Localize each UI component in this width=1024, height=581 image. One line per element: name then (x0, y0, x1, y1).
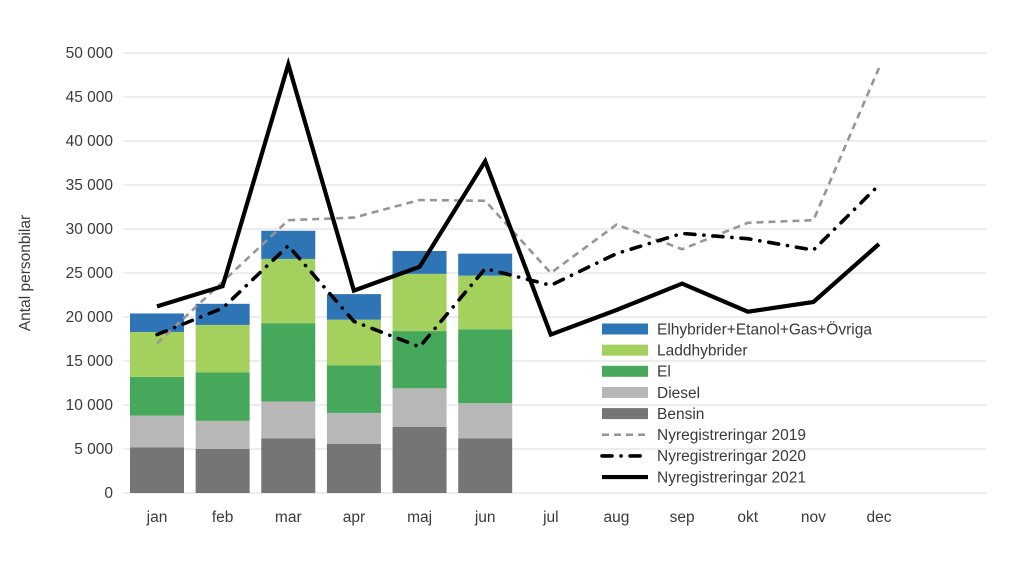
bar-segment-el (195, 372, 250, 421)
bar-segment-el (326, 365, 381, 413)
bar-segment-bensin (392, 427, 447, 493)
x-axis-label: aug (604, 509, 630, 526)
line-nyregistreringar-2019 (156, 67, 881, 345)
legend-swatch (602, 408, 648, 420)
line-nyregistreringar-2020 (155, 183, 881, 350)
legend-label: Nyregistreringar 2020 (657, 448, 806, 465)
legend-swatch (602, 386, 648, 398)
x-axis-label: jun (474, 509, 496, 526)
legend-item: Nyregistreringar 2020 (600, 448, 806, 465)
legend-label: Laddhybrider (657, 342, 747, 359)
bar-segment-diesel (326, 412, 381, 444)
x-axis-label: feb (212, 509, 234, 526)
bar-segment-laddhybrider (195, 324, 250, 373)
legend-item: El (602, 364, 671, 381)
bar-segment-diesel (130, 415, 184, 448)
legend-label: Diesel (657, 385, 700, 402)
y-tick-label: 10 000 (66, 397, 114, 414)
bar-segment-elhybrider-etanol-gas-vriga (392, 251, 447, 274)
bar-segment-laddhybrider (261, 258, 316, 324)
bar-segment-el (261, 323, 316, 402)
legend-item: Nyregistreringar 2019 (602, 427, 806, 444)
y-tick-label: 15 000 (66, 353, 114, 370)
bar-segment-laddhybrider (130, 331, 184, 377)
y-tick-label: 25 000 (66, 265, 114, 282)
x-axis-label: nov (801, 509, 826, 526)
x-axis-label: sep (670, 509, 695, 526)
bar-segment-laddhybrider (458, 275, 513, 330)
x-axis-label: dec (867, 509, 892, 526)
bar-segment-diesel (458, 403, 513, 439)
legend-label: Bensin (657, 406, 704, 423)
y-axis-title: Antal personbilar (17, 215, 34, 331)
axis-labels-layer: 0 5 000 10 000 15 000 20 000 25 000 30 000 35 0… (66, 45, 892, 526)
bar-segment-bensin (326, 443, 381, 493)
x-axis-label: jan (146, 509, 168, 526)
legend-swatch (602, 323, 648, 335)
legend-label: El (657, 364, 671, 381)
bar-segment-elhybrider-etanol-gas-vriga (261, 230, 316, 259)
y-tick-label: 20 000 (66, 309, 114, 326)
bar-segment-bensin (130, 447, 184, 493)
bar-segment-el (458, 329, 513, 404)
bar-segment-diesel (195, 420, 250, 449)
y-tick-label: 45 000 (66, 89, 114, 106)
bar-segment-laddhybrider (326, 319, 381, 366)
legend-item: Elhybrider+Etanol+Gas+Övriga (602, 320, 872, 338)
legend-item: Bensin (602, 406, 704, 423)
bar-segment-bensin (261, 438, 316, 493)
y-tick-label: 5 000 (74, 441, 113, 458)
y-tick-label: 0 (104, 485, 113, 502)
legend-item: Laddhybrider (602, 342, 747, 359)
gridlines-layer (123, 52, 986, 494)
bar-segment-bensin (458, 438, 513, 493)
y-tick-label: 40 000 (66, 133, 114, 150)
x-axis-label: mar (275, 509, 302, 526)
lines-layer (155, 56, 881, 350)
legend-swatch (602, 344, 648, 356)
line-nyregistreringar-2021 (156, 56, 881, 338)
bar-segment-laddhybrider (392, 273, 447, 332)
x-axis-label: apr (343, 509, 365, 526)
legend-label: Elhybrider+Etanol+Gas+Övriga (657, 320, 872, 338)
x-axis-label: maj (407, 509, 432, 526)
legend-item: Nyregistreringar 2021 (602, 469, 806, 486)
bar-segment-elhybrider-etanol-gas-vriga (130, 313, 184, 332)
bar-segment-diesel (392, 388, 447, 427)
x-axis-label: okt (737, 509, 758, 526)
legend-item: Diesel (602, 385, 700, 402)
legend-label: Nyregistreringar 2021 (657, 469, 806, 486)
bars-layer (130, 230, 513, 493)
legend-label: Nyregistreringar 2019 (657, 427, 806, 444)
y-tick-label: 50 000 (66, 45, 114, 62)
legend-swatch (602, 365, 648, 377)
bar-segment-el (130, 376, 184, 416)
bar-segment-bensin (195, 449, 250, 493)
y-tick-label: 30 000 (66, 221, 114, 238)
bar-segment-elhybrider-etanol-gas-vriga (458, 253, 513, 276)
x-axis-label: jul (542, 509, 559, 526)
bar-segment-diesel (261, 401, 316, 439)
bar-segment-elhybrider-etanol-gas-vriga (195, 303, 250, 325)
y-tick-label: 35 000 (66, 177, 114, 194)
legend: Elhybrider+Etanol+Gas+Övriga Laddhybrider… (600, 320, 872, 486)
